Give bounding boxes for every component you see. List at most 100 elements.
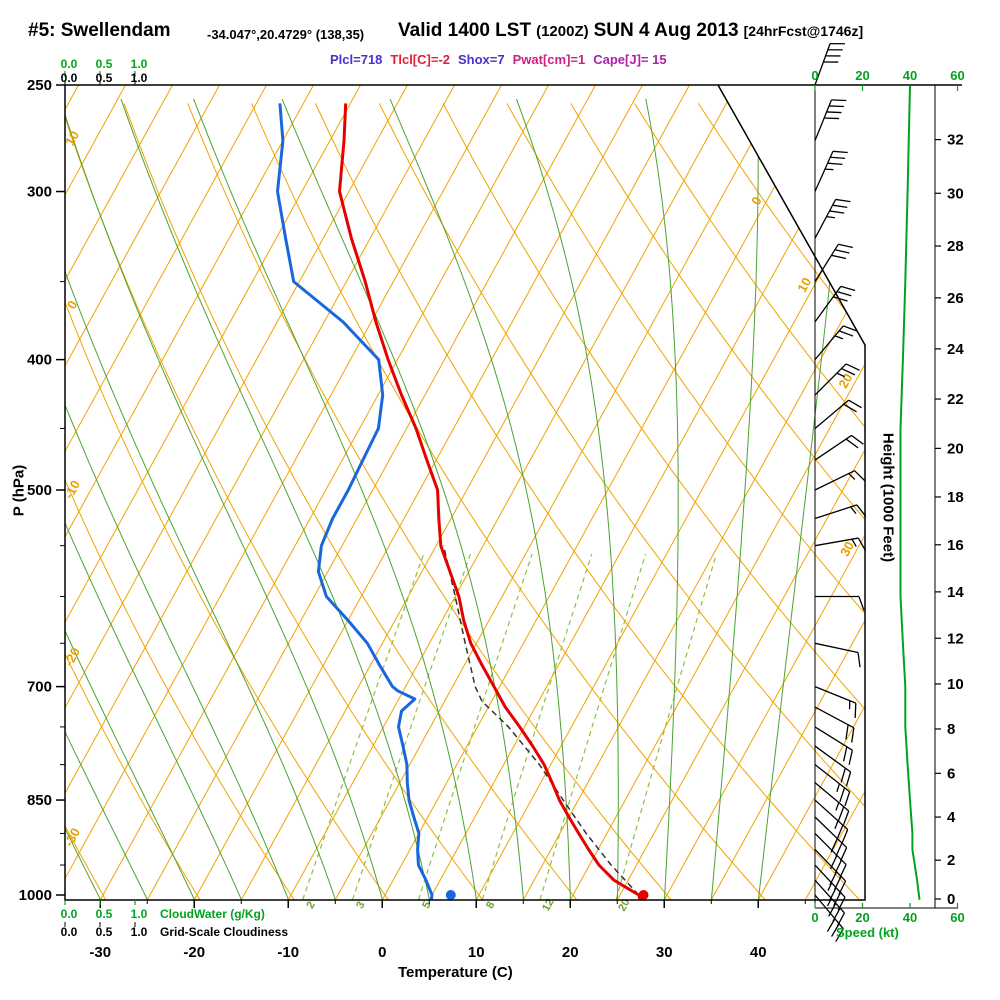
wind-speed-profile (899, 84, 921, 900)
height-tick-label: 10 (947, 676, 964, 693)
cloudiness-tick-label-top: 0.5 (96, 71, 113, 85)
temperature-tick-label: 0 (378, 944, 386, 961)
wind-barb-staff (814, 537, 859, 547)
isotherm-line (65, 85, 502, 900)
temperature-tick-label: 20 (562, 944, 579, 961)
sounding-parameter: Shox=7 (458, 52, 505, 67)
wind-barb-staff (814, 243, 839, 282)
wind-barb-feather (839, 847, 848, 862)
wind-barb-feather (833, 892, 842, 906)
temperature-curve (338, 103, 642, 900)
wind-barb-feather (828, 887, 837, 902)
height-tick-label: 16 (947, 537, 964, 554)
cloudiness-tick-label-bottom: 1.0 (131, 925, 148, 939)
wind-barb-halffeather (835, 802, 840, 811)
isotherm-line (65, 85, 267, 900)
dry-adiabat-line (123, 103, 578, 900)
wind-barb-feather (827, 162, 843, 165)
wind-barb-feather (835, 928, 844, 942)
moist-adiabat-line (710, 98, 759, 900)
wind-barb-feather (836, 824, 844, 840)
wind-barb-feather (844, 791, 851, 807)
dry-adiabat-line (314, 103, 860, 900)
height-tick-label: 0 (947, 891, 955, 908)
isotherm-label: 20 (835, 371, 855, 391)
isotherm-line (757, 85, 865, 900)
height-tick-label: 28 (947, 238, 964, 255)
mixing-ratio-label: 3 (354, 900, 367, 911)
wind-barb-feather (838, 243, 853, 249)
height-tick-label: 6 (947, 765, 955, 782)
isotherm-line (428, 85, 865, 900)
wind-barb-staff (814, 706, 855, 729)
moist-adiabat-line (193, 98, 477, 900)
cloudiness-tick-label-top: 1.0 (131, 71, 148, 85)
mixing-ratio-label: 8 (484, 900, 497, 911)
wind-barb-staff (814, 642, 859, 654)
wind-barb-feather (830, 156, 846, 160)
wind-barb-staff (814, 764, 851, 793)
height-tick-label: 22 (947, 391, 964, 408)
wind-barb-halffeather (824, 168, 834, 171)
wind-barb-feather (826, 111, 842, 114)
pressure-tick-label: 500 (27, 482, 52, 499)
dry-adiabat-line (378, 103, 865, 900)
speed-tick-label-top: 40 (903, 68, 917, 83)
isotherm-line (65, 85, 408, 900)
moist-adiabat-line (516, 98, 619, 900)
valid-time-line: Valid 1400 LST (1200Z) SUN 4 Aug 2013 [24hr… (398, 20, 868, 42)
isotherm-line (334, 85, 784, 900)
temperature-tick-label: 10 (468, 944, 485, 961)
height-tick-label: 32 (947, 132, 964, 149)
wind-barb-feather (842, 746, 848, 762)
wind-barb-feather (839, 787, 846, 803)
wind-barb-feather (835, 842, 843, 857)
dry-adiabat-line (65, 103, 483, 900)
speed-tick-label-top: 20 (855, 68, 869, 83)
dry-adiabat-line (65, 103, 201, 900)
wind-barb-feather (841, 367, 856, 376)
wind-barb-feather (829, 105, 844, 108)
wind-barb-halffeather (850, 506, 857, 515)
wind-barb-feather (824, 117, 840, 120)
forecast-tag: [24hrFcst@1746z] (743, 23, 864, 39)
cloudwater-tick-label-top: 0.0 (61, 57, 78, 71)
sounding-parameter: Pwat[cm]=1 (512, 52, 586, 67)
wind-barb-staff (814, 325, 844, 361)
wind-barb-halffeather (834, 820, 839, 829)
wind-barb-feather (843, 403, 857, 413)
dry-adiabat-line (65, 103, 389, 900)
wind-barb-staff (814, 43, 831, 86)
height-tick-label: 20 (947, 440, 964, 457)
height-tick-label: 30 (947, 185, 964, 202)
wind-barb-feather (858, 596, 865, 611)
wind-barb-feather (845, 724, 849, 740)
mixing-ratio-label: 5 (420, 900, 433, 911)
dry-adiabat-line (825, 103, 865, 900)
isotherm-line (193, 85, 643, 900)
wind-barb-feather (840, 767, 846, 783)
wind-barb-staff (814, 816, 848, 849)
temperature-tick-label: -20 (183, 944, 205, 961)
wind-barb-halffeather (827, 882, 833, 891)
wind-barb-halffeather (836, 372, 845, 378)
pressure-tick-label: 400 (27, 352, 52, 369)
wind-barb-halffeather (836, 783, 841, 793)
wind-barb-feather (840, 285, 856, 292)
wind-barb-feather (848, 750, 853, 765)
wind-speed-curve (899, 84, 921, 900)
cloudiness-tick-label-bottom: 0.0 (61, 925, 78, 939)
wind-barb-feather (842, 810, 850, 826)
wind-barb-halffeather (848, 473, 856, 480)
wind-barb-staff (814, 470, 855, 491)
temperature-tick-label: -10 (277, 944, 299, 961)
wind-barb-feather (843, 325, 858, 332)
sounding-parameters: Plcl=718 Tlcl[C]=-2 Shox=7 Pwat[cm]=1 Cape[J… (330, 52, 675, 67)
wind-barb-feather (854, 470, 866, 482)
wind-barb-halffeather (834, 335, 844, 340)
cloudiness-tick-label-top: 0.0 (61, 71, 78, 85)
speed-tick-label-bottom: 60 (950, 910, 964, 925)
wind-barb-feather (841, 829, 849, 844)
wind-barb-feather (854, 703, 857, 718)
